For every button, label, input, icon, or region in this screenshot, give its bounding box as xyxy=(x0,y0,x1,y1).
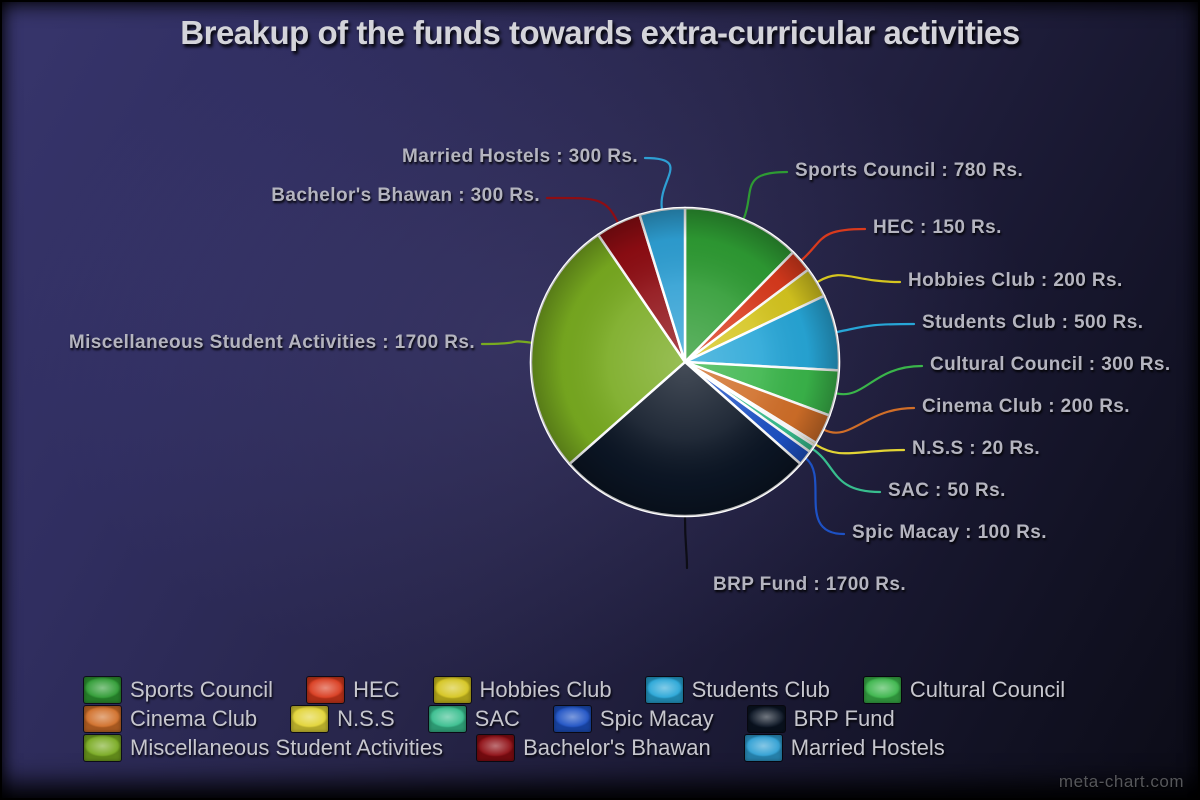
legend-item-miscellaneous-student-activities: Miscellaneous Student Activities xyxy=(84,735,443,761)
callout-bachelors-bhawan: Bachelor's Bhawan : 300 Rs. xyxy=(271,185,540,206)
callout-miscellaneous-student-activities: Miscellaneous Student Activities : 1700 … xyxy=(68,332,475,353)
legend-swatch-married-hostels xyxy=(744,735,782,761)
legend-item-cultural-council: Cultural Council xyxy=(863,677,1066,703)
legend-swatch-spic-macay xyxy=(553,706,591,732)
legend-swatch-hobbies-club xyxy=(433,677,471,703)
callout-line-sac xyxy=(812,448,882,494)
legend-swatch-students-club xyxy=(645,677,683,703)
legend-swatch-brp-fund xyxy=(747,706,785,732)
legend-label: Sports Council xyxy=(130,677,274,702)
legend-item-students-club: Students Club xyxy=(645,677,830,703)
legend-label: SAC xyxy=(474,706,520,731)
legend-label: Cultural Council xyxy=(909,677,1066,702)
legend-item-spic-macay: Spic Macay xyxy=(553,706,714,732)
callout-spic-macay: Spic Macay : 100 Rs. xyxy=(852,522,1047,543)
legend-item-hec: HEC xyxy=(307,677,400,703)
legend-row: Sports Council HEC Hobbies Club Students Cl… xyxy=(84,676,1164,704)
legend-swatch-n-s-s xyxy=(291,706,329,732)
legend-swatch-bachelor-s-bhawan xyxy=(477,735,515,761)
legend-item-bachelor-s-bhawan: Bachelor's Bhawan xyxy=(477,735,711,761)
watermark: meta-chart.com xyxy=(1058,772,1184,791)
pie-slices xyxy=(529,206,841,518)
legend-swatch-miscellaneous-student-activities xyxy=(84,735,121,761)
callout-line-spic-macay xyxy=(805,457,846,536)
callout-married-hostels: Married Hostels : 300 Rs. xyxy=(402,146,638,167)
legend-item-n-s-s: N.S.S xyxy=(291,706,395,732)
callout-hec: HEC : 150 Rs. xyxy=(873,217,1002,238)
legend-label: Married Hostels xyxy=(790,735,945,760)
legend-label: Spic Macay xyxy=(599,706,714,731)
legend-item-hobbies-club: Hobbies Club xyxy=(433,677,612,703)
legend-label: Students Club xyxy=(691,677,830,702)
callout-line-sports-council xyxy=(742,170,789,220)
callout-hobbies-club: Hobbies Club : 200 Rs. xyxy=(908,270,1123,291)
callout-nss: N.S.S : 20 Rs. xyxy=(912,438,1041,459)
callout-line-cinema-club xyxy=(823,406,916,434)
legend-label: Bachelor's Bhawan xyxy=(523,735,711,760)
callout-line-cultural-council xyxy=(835,364,924,396)
legend-swatch-cinema-club xyxy=(84,706,121,732)
callout-students-club: Students Club : 500 Rs. xyxy=(922,312,1144,333)
legend-label: BRP Fund xyxy=(793,706,895,731)
callout-cinema-club: Cinema Club : 200 Rs. xyxy=(922,396,1130,417)
legend-label: N.S.S xyxy=(337,706,395,731)
legend-swatch-hec xyxy=(307,677,345,703)
callout-cultural-council: Cultural Council : 300 Rs. xyxy=(930,354,1171,375)
legend-swatch-cultural-council xyxy=(863,677,901,703)
legend-swatch-sports-council xyxy=(84,677,121,703)
legend: Sports Council HEC Hobbies Club Students Cl… xyxy=(84,676,1164,763)
legend-item-sac: SAC xyxy=(428,706,520,732)
callout-line-brp-fund xyxy=(683,515,689,570)
callout-line-hec xyxy=(800,227,867,262)
legend-item-married-hostels: Married Hostels xyxy=(744,735,945,761)
legend-label: Cinema Club xyxy=(130,706,258,731)
chart-title: Breakup of the funds towards extra-curri… xyxy=(180,14,1020,51)
callout-line-hobbies-club xyxy=(816,274,902,284)
legend-item-sports-council: Sports Council xyxy=(84,677,273,703)
callout-line-bachelor-s-bhawan xyxy=(545,196,619,224)
legend-item-cinema-club: Cinema Club xyxy=(84,706,257,732)
legend-row: Miscellaneous Student Activities Bachelor… xyxy=(84,734,1164,762)
callout-line-n-s-s xyxy=(814,443,906,455)
legend-label: Hobbies Club xyxy=(479,677,612,702)
legend-item-brp-fund: BRP Fund xyxy=(747,706,895,732)
callout-line-students-club xyxy=(836,322,916,334)
callout-line-miscellaneous-student-activities xyxy=(480,340,533,346)
legend-label: Miscellaneous Student Activities xyxy=(130,735,444,760)
legend-row: Cinema Club N.S.S SAC Spic Macay BRP Fund xyxy=(84,705,1164,733)
callout-sports-council: Sports Council : 780 Rs. xyxy=(795,160,1024,181)
callout-brp-fund: BRP Fund : 1700 Rs. xyxy=(713,574,907,595)
callout-sac: SAC : 50 Rs. xyxy=(888,480,1006,501)
legend-label: HEC xyxy=(353,677,400,702)
legend-swatch-sac xyxy=(428,706,466,732)
callout-line-married-hostels xyxy=(643,156,672,210)
